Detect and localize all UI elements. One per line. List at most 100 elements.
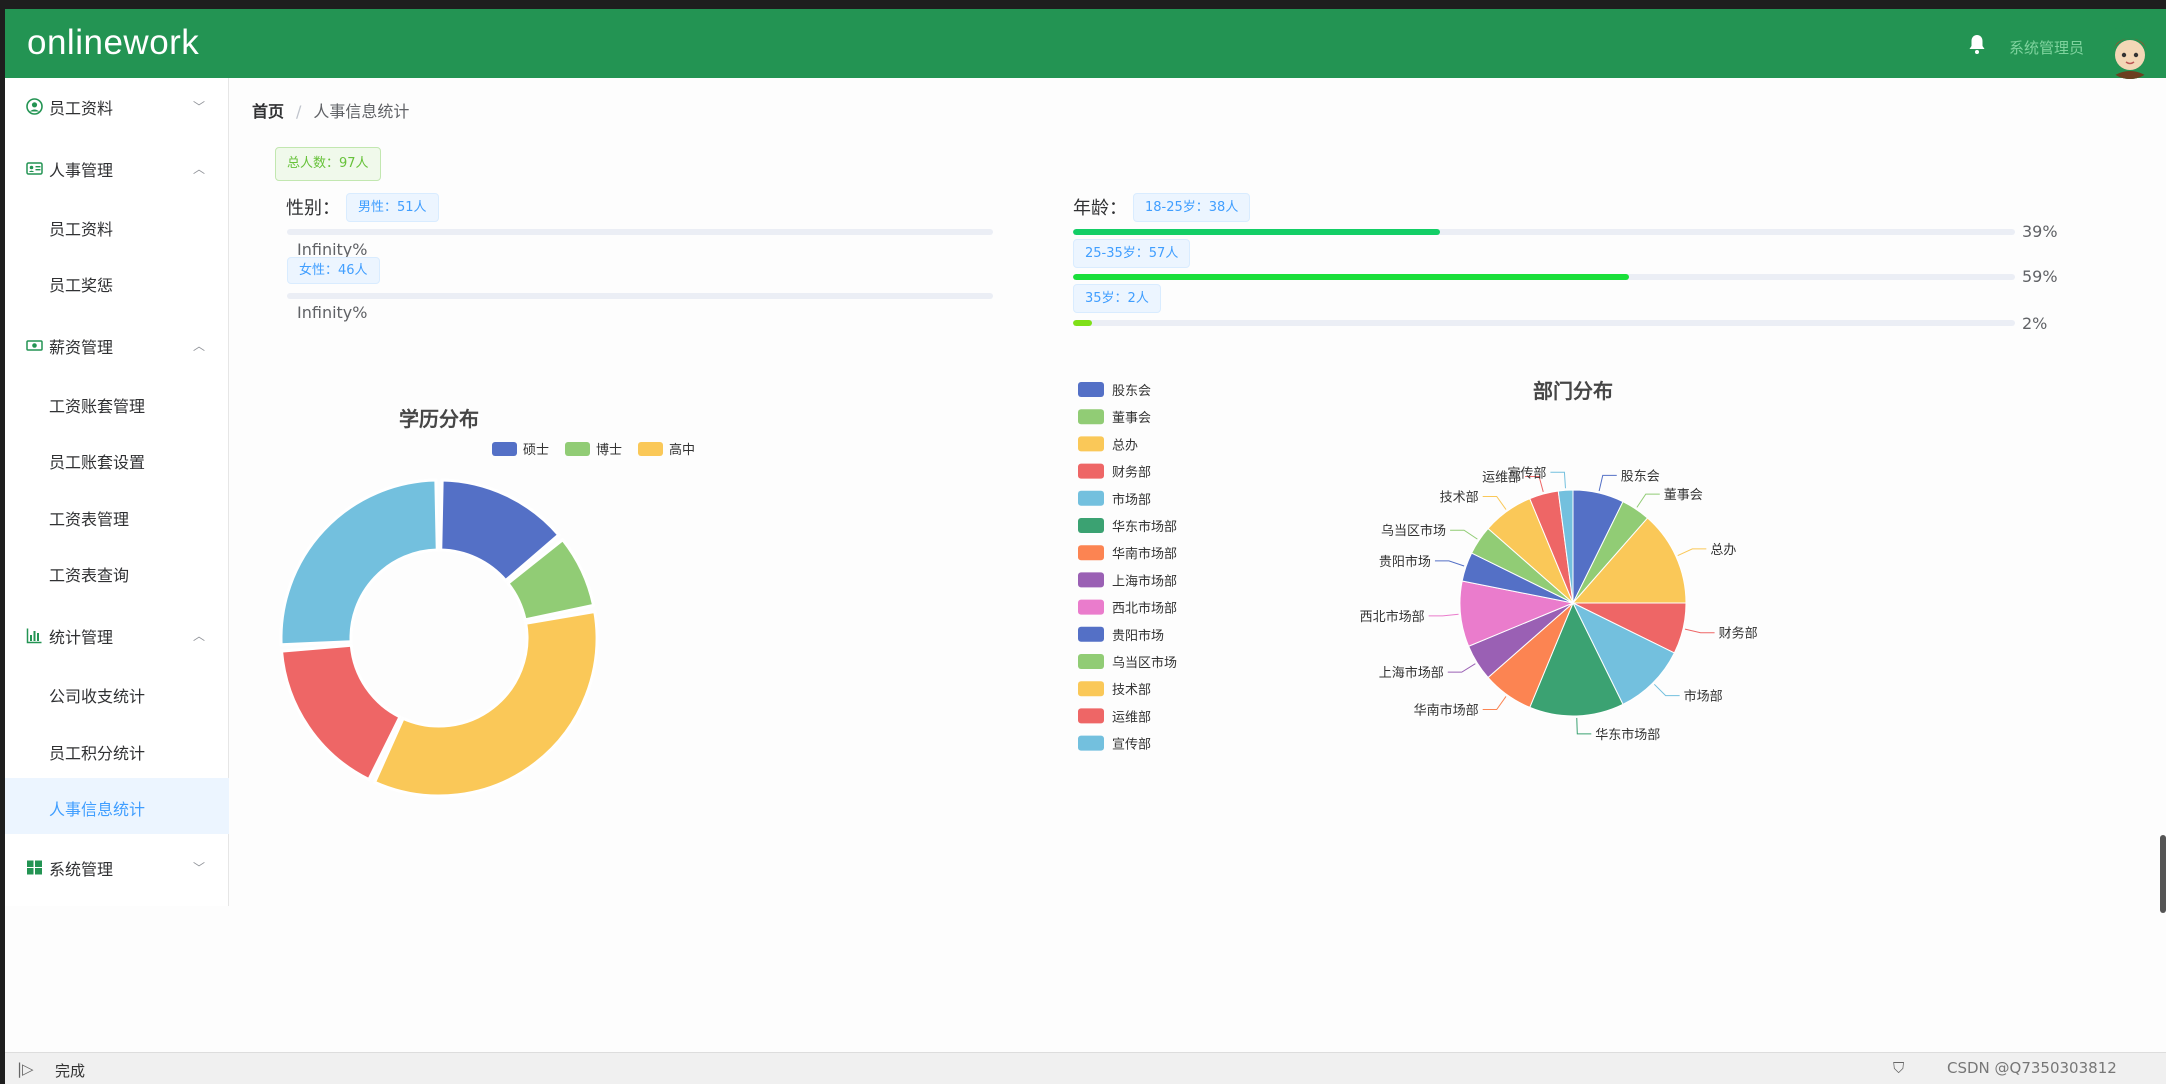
legend-label: 华南市场部	[1112, 546, 1177, 562]
male-percent-text: Infinity%	[297, 240, 368, 259]
age-progress-18-25	[1073, 229, 2015, 235]
pie-label: 华东市场部	[1595, 727, 1660, 743]
male-count-tag: 男性：51人	[346, 193, 439, 222]
shield-icon[interactable]: ⛉	[1893, 1059, 1905, 1077]
female-progress-fill	[287, 293, 993, 299]
pie-label: 运维部	[1482, 470, 1521, 485]
legend-swatch	[492, 442, 517, 456]
breadcrumb-separator: /	[296, 102, 302, 121]
donut-slice	[439, 478, 561, 583]
sidebar-item-salary-set[interactable]: 工资账套管理	[5, 375, 229, 431]
legend-swatch	[1078, 518, 1104, 533]
legend-label: 总办	[1112, 438, 1138, 453]
legend-label: 华东市场部	[1112, 519, 1177, 535]
pie-label: 财务部	[1719, 626, 1758, 642]
female-percent-text: Infinity%	[297, 303, 368, 322]
legend-swatch	[1078, 572, 1104, 588]
legend-swatch	[565, 442, 590, 456]
chevron-up-icon: ︿	[192, 162, 205, 176]
age-tag-25-35: 25-35岁：57人	[1073, 239, 1191, 268]
sidebar-group-hr[interactable]: 人事管理 ︿	[5, 140, 229, 196]
pie-label: 贵阳市场	[1379, 554, 1431, 570]
pie-label-line	[1653, 683, 1680, 697]
sidebar-item-company-finance[interactable]: 公司收支统计	[5, 665, 229, 721]
pie-slice	[1557, 489, 1574, 604]
sidebar-group-label: 人事管理	[49, 161, 114, 180]
bell-icon[interactable]	[1967, 33, 1987, 55]
pie-label: 宣传部	[1507, 465, 1546, 481]
watermark-text: CSDN @Q7350303812	[1947, 1059, 2117, 1077]
chevron-down-icon: ﹀	[192, 100, 205, 114]
chevron-down-icon: ﹀	[192, 861, 205, 875]
legend-swatch	[1078, 654, 1104, 669]
sidebar-item-rewards[interactable]: 员工奖惩	[5, 254, 229, 310]
pie-label-line	[1482, 496, 1507, 510]
sidebar-item-salary-query[interactable]: 工资表查询	[5, 544, 229, 600]
user-circle-icon	[26, 98, 43, 115]
legend-label: 高中	[669, 442, 695, 458]
legend-swatch	[1078, 599, 1104, 615]
pie-label: 乌当区市场	[1381, 523, 1446, 539]
legend-swatch	[1078, 708, 1104, 724]
legend-label: 市场部	[1112, 492, 1151, 508]
sidebar-item-employee-points[interactable]: 员工积分统计	[5, 722, 229, 778]
sidebar-item-label: 工资表管理	[49, 510, 130, 529]
department-chart: 部门分布股东会董事会总办财务部市场部华东市场部华南市场部上海市场部西北市场部贵阳…	[1078, 379, 1758, 753]
pie-label: 市场部	[1684, 689, 1723, 705]
pie-label-line	[1525, 475, 1544, 493]
user-avatar[interactable]	[2103, 25, 2157, 79]
donut-slice	[279, 643, 402, 782]
sidebar-item-employee-info[interactable]: 员工资料	[5, 198, 229, 254]
age-tag-35: 35岁：2人	[1073, 284, 1161, 313]
sidebar: 员工资料 ﹀ 人事管理 ︿ 员工资料 员工奖惩 薪资管理 ︿ 工资账套管理 员工…	[5, 78, 229, 906]
sidebar-item-label: 人事信息统计	[49, 800, 146, 819]
main-content: 首页 / 人事信息统计 总人数：97人 性别： 男性：51人 Infinity% 女…	[230, 78, 2166, 1048]
pie-label-line	[1598, 474, 1617, 492]
sidebar-item-salary-table[interactable]: 工资表管理	[5, 488, 229, 544]
age-percent-35: 2%	[2022, 314, 2048, 333]
donut-slice	[279, 478, 439, 647]
pie-label-line	[1428, 613, 1459, 617]
sidebar-item-label: 工资表查询	[49, 566, 130, 585]
sidebar-group-salary[interactable]: 薪资管理 ︿	[5, 317, 229, 373]
sidebar-item-employee-set[interactable]: 员工账套设置	[5, 431, 229, 487]
id-card-icon	[26, 162, 43, 175]
breadcrumb-home[interactable]: 首页	[252, 102, 285, 121]
pie-label-line	[1576, 717, 1592, 735]
sidebar-group-system[interactable]: 系统管理 ﹀	[5, 839, 229, 895]
chevron-up-icon: ︿	[192, 629, 205, 643]
sidebar-group-label: 统计管理	[49, 628, 114, 647]
legend-label: 博士	[596, 443, 622, 458]
legend-label: 贵阳市场	[1112, 628, 1164, 644]
sidebar-group-employee-info[interactable]: 员工资料 ﹀	[5, 78, 229, 134]
sidebar-item-label: 工资账套管理	[49, 397, 146, 416]
donut-slice	[372, 609, 599, 798]
pie-label-line	[1434, 560, 1465, 567]
pie-label-line	[1550, 471, 1566, 489]
app-logo[interactable]: onlinework	[27, 23, 200, 62]
pie-label-line	[1684, 628, 1715, 634]
sidebar-group-label: 员工资料	[49, 99, 114, 118]
sidebar-group-label: 薪资管理	[49, 338, 114, 357]
sidebar-item-label: 员工账套设置	[49, 453, 146, 472]
status-text: 完成	[55, 1062, 86, 1080]
age-progress-fill	[1073, 229, 1441, 235]
legend-swatch	[1078, 490, 1104, 506]
pie-label: 西北市场部	[1360, 609, 1425, 625]
sidebar-item-hr-statistics[interactable]: 人事信息统计	[5, 778, 229, 834]
scrollbar-thumb[interactable]	[2160, 835, 2166, 913]
legend-swatch	[1078, 626, 1104, 642]
age-progress-25-35	[1073, 274, 2015, 280]
female-count-tag: 女性：46人	[287, 257, 380, 284]
legend-swatch	[638, 442, 663, 456]
bar-chart-icon	[26, 628, 42, 644]
breadcrumb: 首页 / 人事信息统计	[252, 98, 409, 122]
sidebar-group-statistics[interactable]: 统计管理 ︿	[5, 607, 229, 663]
pie-label-line	[1482, 696, 1507, 710]
pie-label: 上海市场部	[1379, 665, 1444, 681]
male-progress	[287, 229, 993, 235]
user-name[interactable]: 系统管理员	[2009, 39, 2085, 57]
pie-label: 总办	[1710, 543, 1736, 558]
age-tag-18-25: 18-25岁：38人	[1133, 193, 1251, 222]
play-icon[interactable]: |▷	[17, 1060, 34, 1078]
